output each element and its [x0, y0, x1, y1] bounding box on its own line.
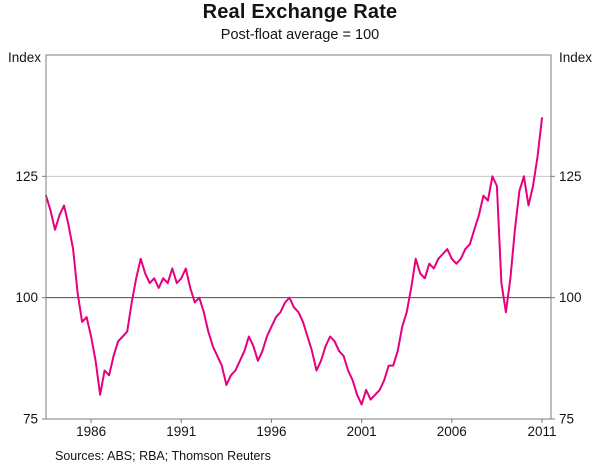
chart-subtitle: Post-float average = 100 — [220, 27, 380, 43]
source-note: Sources: ABS; RBA; Thomson Reuters — [55, 449, 271, 463]
y-tick-label-right: 125 — [559, 169, 582, 184]
plot-area: 75 75 100 100 125 125 1986 1991 1996 2001 2006 2011 — [15, 54, 582, 439]
y-tick-label-left: 125 — [15, 169, 38, 184]
y-tick-label-left: 75 — [23, 412, 38, 427]
y-axis-unit-right: Index — [559, 50, 592, 65]
y-tick-label-right: 75 — [559, 412, 574, 427]
real-exchange-rate-line — [45, 117, 543, 406]
plot-frame — [45, 54, 552, 420]
x-tick-label: 1986 — [76, 424, 106, 439]
x-tick-label: 2011 — [527, 424, 556, 439]
x-tick-label: 1996 — [256, 424, 286, 439]
y-tick-label-left: 100 — [15, 290, 38, 305]
x-tick-label: 1991 — [166, 424, 196, 439]
y-axis-unit-left: Index — [8, 50, 41, 65]
y-tick-label-right: 100 — [559, 290, 582, 305]
x-tick-label: 2001 — [347, 424, 377, 439]
x-tick-label: 2006 — [437, 424, 467, 439]
chart-title: Real Exchange Rate — [202, 1, 398, 23]
